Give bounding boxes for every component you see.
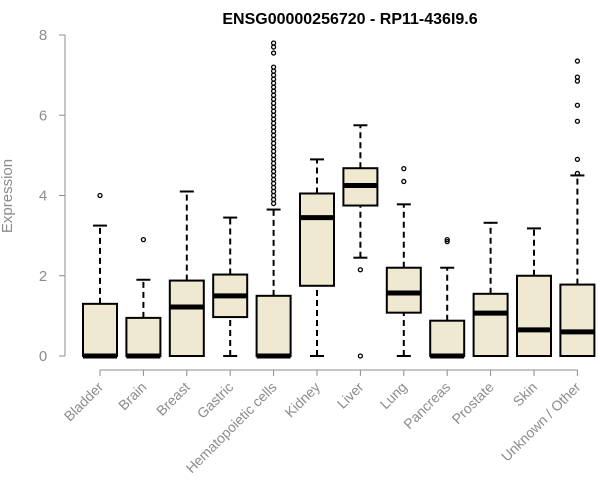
outlier-point xyxy=(444,238,450,245)
outlier-point xyxy=(574,118,581,124)
box-group xyxy=(516,227,552,357)
y-tick-label: 0 xyxy=(39,348,47,365)
outlier-point xyxy=(401,178,407,185)
outlier-point xyxy=(270,64,277,70)
y-tick-label: 2 xyxy=(39,268,47,285)
box-body xyxy=(168,279,205,357)
y-tick-label: 6 xyxy=(39,107,47,124)
box-group xyxy=(342,124,379,359)
outlier-point xyxy=(401,165,407,172)
x-tick-label: Lung xyxy=(377,379,410,412)
y-tick-label: 8 xyxy=(39,27,47,44)
box-group xyxy=(559,58,596,358)
y-axis: 0 2 4 6 8 xyxy=(39,27,66,365)
box-body xyxy=(82,302,118,357)
x-tick-label: Brain xyxy=(115,379,149,413)
outlier-point xyxy=(357,267,364,273)
box-body xyxy=(255,294,292,357)
box-body xyxy=(125,316,162,358)
outlier-point xyxy=(444,236,450,243)
outlier-point xyxy=(270,40,277,46)
plot-area xyxy=(82,40,596,359)
chart-title: ENSG00000256720 - RP11-436I9.6 xyxy=(222,11,477,28)
x-tick-label: Kidney xyxy=(282,379,324,421)
box-body xyxy=(516,274,552,357)
box-body xyxy=(472,292,509,357)
x-tick-label: Bladder xyxy=(61,379,107,425)
box-group xyxy=(212,216,249,357)
box-body xyxy=(429,319,466,358)
outlier-point xyxy=(97,192,103,199)
outlier-point xyxy=(574,58,581,64)
outlier-point xyxy=(574,156,581,163)
y-axis-label: Expression xyxy=(0,159,16,233)
box-group xyxy=(299,158,335,357)
outlier-point xyxy=(270,50,277,56)
x-tick-label: Gastric xyxy=(194,379,237,422)
box-group xyxy=(168,190,205,357)
outlier-point xyxy=(574,74,581,80)
outlier-point xyxy=(357,353,364,359)
box-body xyxy=(385,266,422,314)
x-tick-label: Breast xyxy=(153,379,193,419)
box-body xyxy=(559,283,596,358)
box-group xyxy=(125,236,162,359)
x-tick-label: Unknown / Other xyxy=(498,379,584,465)
x-tick-label: Skin xyxy=(510,379,541,410)
box-group xyxy=(255,40,292,359)
x-tick-label: Liver xyxy=(334,379,367,412)
box-body xyxy=(299,192,335,287)
outlier-point xyxy=(140,236,147,243)
x-tick-label: Pancreas xyxy=(400,379,453,432)
box-group xyxy=(82,192,118,359)
x-tick-label: Prostate xyxy=(449,379,497,427)
outlier-point xyxy=(574,102,581,108)
outlier-point xyxy=(574,170,581,177)
box-group xyxy=(385,165,422,357)
y-tick-label: 4 xyxy=(39,188,47,205)
box-group xyxy=(429,236,466,359)
box-group xyxy=(472,221,509,357)
